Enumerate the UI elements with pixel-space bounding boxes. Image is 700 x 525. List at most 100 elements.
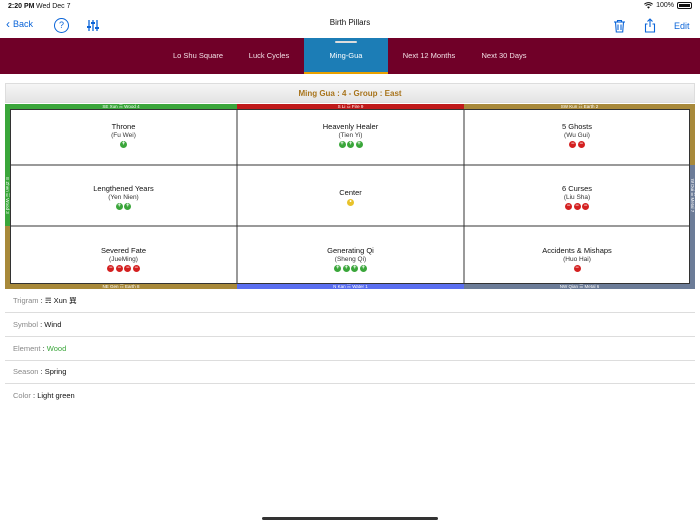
element-label: Element xyxy=(13,344,41,353)
cell-sub: (Tien Yi) xyxy=(338,132,363,139)
cell-name: 6 Curses xyxy=(561,184,592,193)
info-row-symbol: Symbol : Wind xyxy=(5,313,695,337)
help-button[interactable]: ? xyxy=(54,18,69,33)
cell-sub: (JueMing) xyxy=(109,256,138,263)
back-label: Back xyxy=(13,19,34,29)
cell-dots: − − − xyxy=(464,203,690,210)
tab-next-12-months[interactable]: Next 12 Months xyxy=(402,51,456,60)
cell-dots: + + xyxy=(10,203,237,210)
grid-lines xyxy=(10,109,690,284)
sliders-icon[interactable] xyxy=(86,19,100,32)
cell-sub: (Wu Gui) xyxy=(564,132,590,139)
edge-right-bottom-strip xyxy=(690,226,695,284)
season-value: Spring xyxy=(44,367,67,376)
trigram-label: Trigram xyxy=(13,296,39,305)
status-bar: 2:20 PM Wed Dec 7 100% xyxy=(0,0,700,13)
cell-5-ghosts[interactable]: 5 Ghosts (Wu Gui) − − xyxy=(464,122,690,148)
cell-sub: (Sheng Qi) xyxy=(334,256,367,263)
symbol-label: Symbol xyxy=(13,320,39,329)
tab-next-30-days[interactable]: Next 30 Days xyxy=(481,51,527,60)
home-indicator[interactable] xyxy=(262,517,438,520)
plus-dot-icon: + xyxy=(334,265,342,272)
cell-name: 5 Ghosts xyxy=(561,122,592,131)
minus-dot-icon: − xyxy=(569,141,577,148)
minus-dot-icon: − xyxy=(115,265,123,272)
edge-left-mid: E Zhen ☳ Wood 3 xyxy=(5,165,10,226)
cell-severed-fate[interactable]: Severed Fate (JueMing) − − − − xyxy=(10,246,237,272)
plus-dot-icon: + xyxy=(115,203,123,210)
minus-dot-icon: − xyxy=(573,203,581,210)
cell-dots: + xyxy=(10,141,237,148)
plus-dot-icon: + xyxy=(351,265,359,272)
cell-sub: (Huo Hai) xyxy=(563,256,591,263)
color-label: Color xyxy=(13,391,31,400)
season-label: Season xyxy=(13,367,39,376)
cell-generating-qi[interactable]: Generating Qi (Sheng Qi) + + + + xyxy=(237,246,464,272)
cell-dots: − − − − xyxy=(10,265,237,272)
cell-name: Throne xyxy=(111,122,136,131)
trash-icon[interactable] xyxy=(613,19,626,33)
cell-sub: (Liu Sha) xyxy=(563,194,591,201)
edge-right-mid-label: W Dui ☱ Metal 7 xyxy=(690,178,695,213)
tab-ming-gua[interactable]: Ming-Gua xyxy=(304,38,388,74)
element-value: Wood xyxy=(46,344,67,353)
cell-dots: + + + xyxy=(237,141,464,148)
status-date: Wed Dec 7 xyxy=(36,3,71,10)
plus-dot-icon: + xyxy=(359,265,367,272)
neutral-dot-icon: • xyxy=(347,199,354,206)
info-row-trigram: Trigram : ☴ Xun 巽 xyxy=(5,289,695,313)
wifi-icon xyxy=(644,2,654,9)
cell-sub: (Yen Nien) xyxy=(108,194,139,201)
cell-dots: − xyxy=(464,265,690,272)
info-row-season: Season : Spring xyxy=(5,360,695,384)
color-value: Light green xyxy=(37,391,75,400)
ming-gua-header: Ming Gua : 4 - Group : East xyxy=(5,83,695,103)
info-row-color: Color : Light green xyxy=(13,391,75,400)
cell-name: Center xyxy=(339,188,362,197)
nav-title: Birth Pillars xyxy=(329,18,371,27)
cell-dots: • xyxy=(237,199,464,206)
edge-top-mid: S Li ☲ Fire 9 xyxy=(237,104,464,109)
minus-dot-icon: − xyxy=(573,265,581,272)
share-icon[interactable] xyxy=(643,18,657,33)
cell-heavenly-healer[interactable]: Heavenly Healer (Tien Yi) + + + xyxy=(237,122,464,148)
cell-name: Accidents & Mishaps xyxy=(542,246,612,255)
cell-accidents-mishaps[interactable]: Accidents & Mishaps (Huo Hai) − xyxy=(464,246,690,272)
status-time: 2:20 PM xyxy=(8,3,35,10)
tab-bar: Lo Shu Square Luck Cycles Ming-Gua Next … xyxy=(0,38,700,74)
plus-dot-icon: + xyxy=(120,141,127,148)
navigation-bar: ‹ Back ? Birth Pillars Edit xyxy=(0,13,700,38)
edge-right-mid: W Dui ☱ Metal 7 xyxy=(690,165,695,226)
cell-dots: + + + + xyxy=(237,265,464,272)
edge-left-bottom-strip xyxy=(5,226,10,284)
tab-lo-shu-square[interactable]: Lo Shu Square xyxy=(172,51,224,60)
cell-name: Severed Fate xyxy=(100,246,147,255)
edge-bottom-right: NW Qian ☰ Metal 6 xyxy=(464,284,695,289)
plus-dot-icon: + xyxy=(342,265,350,272)
tab-luck-cycles[interactable]: Luck Cycles xyxy=(248,51,290,60)
back-button[interactable]: ‹ Back xyxy=(6,18,34,30)
edge-top-left: SE Xun ☴ Wood 4 xyxy=(5,104,237,109)
edge-bottom-left: NE Gen ☶ Earth 8 xyxy=(5,284,237,289)
edge-top-right: SW Kun ☷ Earth 2 xyxy=(464,104,695,109)
cell-throne[interactable]: Throne (Fu Wei) + xyxy=(10,122,237,148)
minus-dot-icon: − xyxy=(582,203,589,210)
cell-lengthened-years[interactable]: Lengthened Years (Yen Nien) + + xyxy=(10,184,237,210)
minus-dot-icon: − xyxy=(577,141,585,148)
cell-6-curses[interactable]: 6 Curses (Liu Sha) − − − xyxy=(464,184,690,210)
minus-dot-icon: − xyxy=(107,265,115,272)
edit-button[interactable]: Edit xyxy=(674,21,690,31)
cell-name: Heavenly Healer xyxy=(322,122,379,131)
cell-sub: (Fu Wei) xyxy=(111,132,136,139)
edge-bottom-mid: N Kan ☵ Water 1 xyxy=(237,284,464,289)
battery-icon xyxy=(677,2,692,9)
trigram-value: ☴ Xun 巽 xyxy=(44,296,77,305)
status-right: 100% xyxy=(644,2,692,9)
minus-dot-icon: − xyxy=(124,265,132,272)
info-row-element: Element : Wood xyxy=(5,337,695,361)
cell-center[interactable]: Center • xyxy=(237,188,464,206)
cell-name: Lengthened Years xyxy=(93,184,154,193)
battery-percent: 100% xyxy=(656,2,674,9)
minus-dot-icon: − xyxy=(565,203,572,210)
